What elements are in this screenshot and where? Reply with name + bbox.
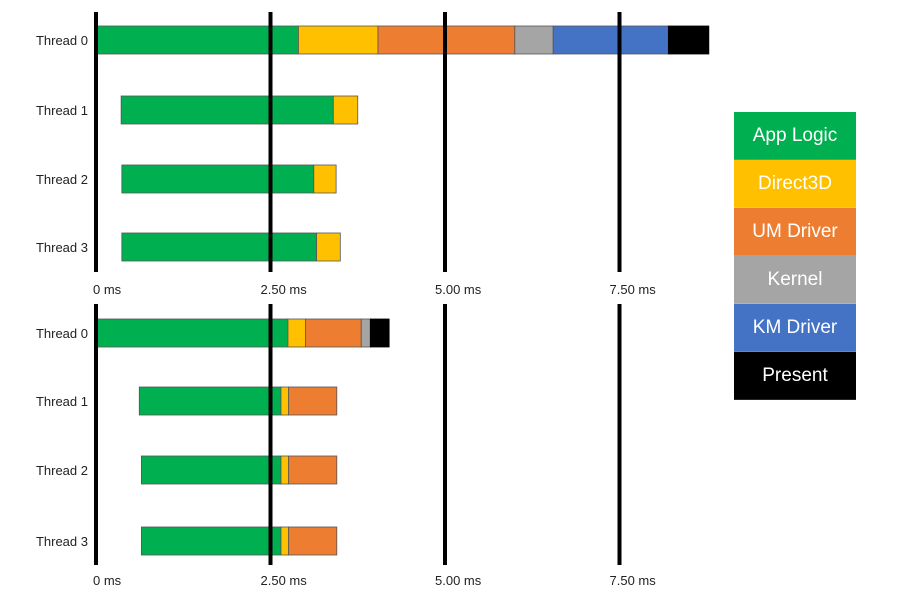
bar-segment-direct3d	[298, 25, 379, 55]
bar-segment-kernel	[514, 25, 554, 55]
bar-segment-present	[369, 318, 390, 348]
x-tick-label: 5.00 ms	[435, 573, 482, 588]
bar-segment-app-logic	[121, 164, 315, 194]
bar-segment-direct3d	[280, 455, 290, 485]
thread-label: Thread 0	[36, 326, 88, 341]
bar-segment-um-driver	[288, 526, 338, 556]
bar-segment-app-logic	[120, 95, 334, 125]
x-tick-label: 7.50 ms	[610, 573, 657, 588]
thread-label: Thread 0	[36, 33, 88, 48]
bar-segment-kernel	[360, 318, 371, 348]
x-tick-label: 0 ms	[93, 573, 122, 588]
legend: App Logic Direct3D UM Driver Kernel KM D…	[734, 112, 856, 400]
bar-segment-app-logic	[121, 232, 317, 262]
bar-segment-um-driver	[304, 318, 362, 348]
x-tick-label: 7.50 ms	[610, 282, 657, 297]
bar-segment-direct3d	[287, 318, 306, 348]
bar-segment-um-driver	[288, 386, 338, 416]
x-tick-label: 2.50 ms	[261, 282, 308, 297]
legend-item-km-driver: KM Driver	[734, 304, 856, 352]
bar-segment-app-logic	[95, 25, 299, 55]
bar-segment-present	[667, 25, 710, 55]
bar-segment-app-logic	[140, 526, 282, 556]
thread-label: Thread 2	[36, 463, 88, 478]
bar-segment-um-driver	[288, 455, 338, 485]
bar-segment-km-driver	[552, 25, 669, 55]
thread-label: Thread 2	[36, 172, 88, 187]
x-tick-label: 2.50 ms	[261, 573, 308, 588]
legend-item-direct3d: Direct3D	[734, 160, 856, 208]
legend-item-present: Present	[734, 352, 856, 400]
bar-segment-app-logic	[95, 318, 289, 348]
bar-segment-direct3d	[280, 386, 290, 416]
thread-label: Thread 1	[36, 394, 88, 409]
bar-segment-direct3d	[332, 95, 359, 125]
x-tick-label: 5.00 ms	[435, 282, 482, 297]
thread-label: Thread 3	[36, 534, 88, 549]
legend-item-app-logic: App Logic	[734, 112, 856, 160]
timeline-panel-2: Thread 0 Thread 1 Thread 2 Thread 3 0 ms 2.50…	[36, 304, 656, 588]
bar-segment-app-logic	[140, 455, 282, 485]
timeline-panel-1: Thread 0 Thread 1 Thread 2 Thread 3 0 ms 2.50…	[36, 12, 710, 297]
bar-segment-direct3d	[313, 164, 337, 194]
bar-segment-app-logic	[138, 386, 282, 416]
bar-segment-direct3d	[280, 526, 290, 556]
thread-label: Thread 1	[36, 103, 88, 118]
legend-item-um-driver: UM Driver	[734, 208, 856, 256]
thread-label: Thread 3	[36, 240, 88, 255]
legend-item-kernel: Kernel	[734, 256, 856, 304]
bar-segment-direct3d	[316, 232, 341, 262]
x-tick-label: 0 ms	[93, 282, 122, 297]
